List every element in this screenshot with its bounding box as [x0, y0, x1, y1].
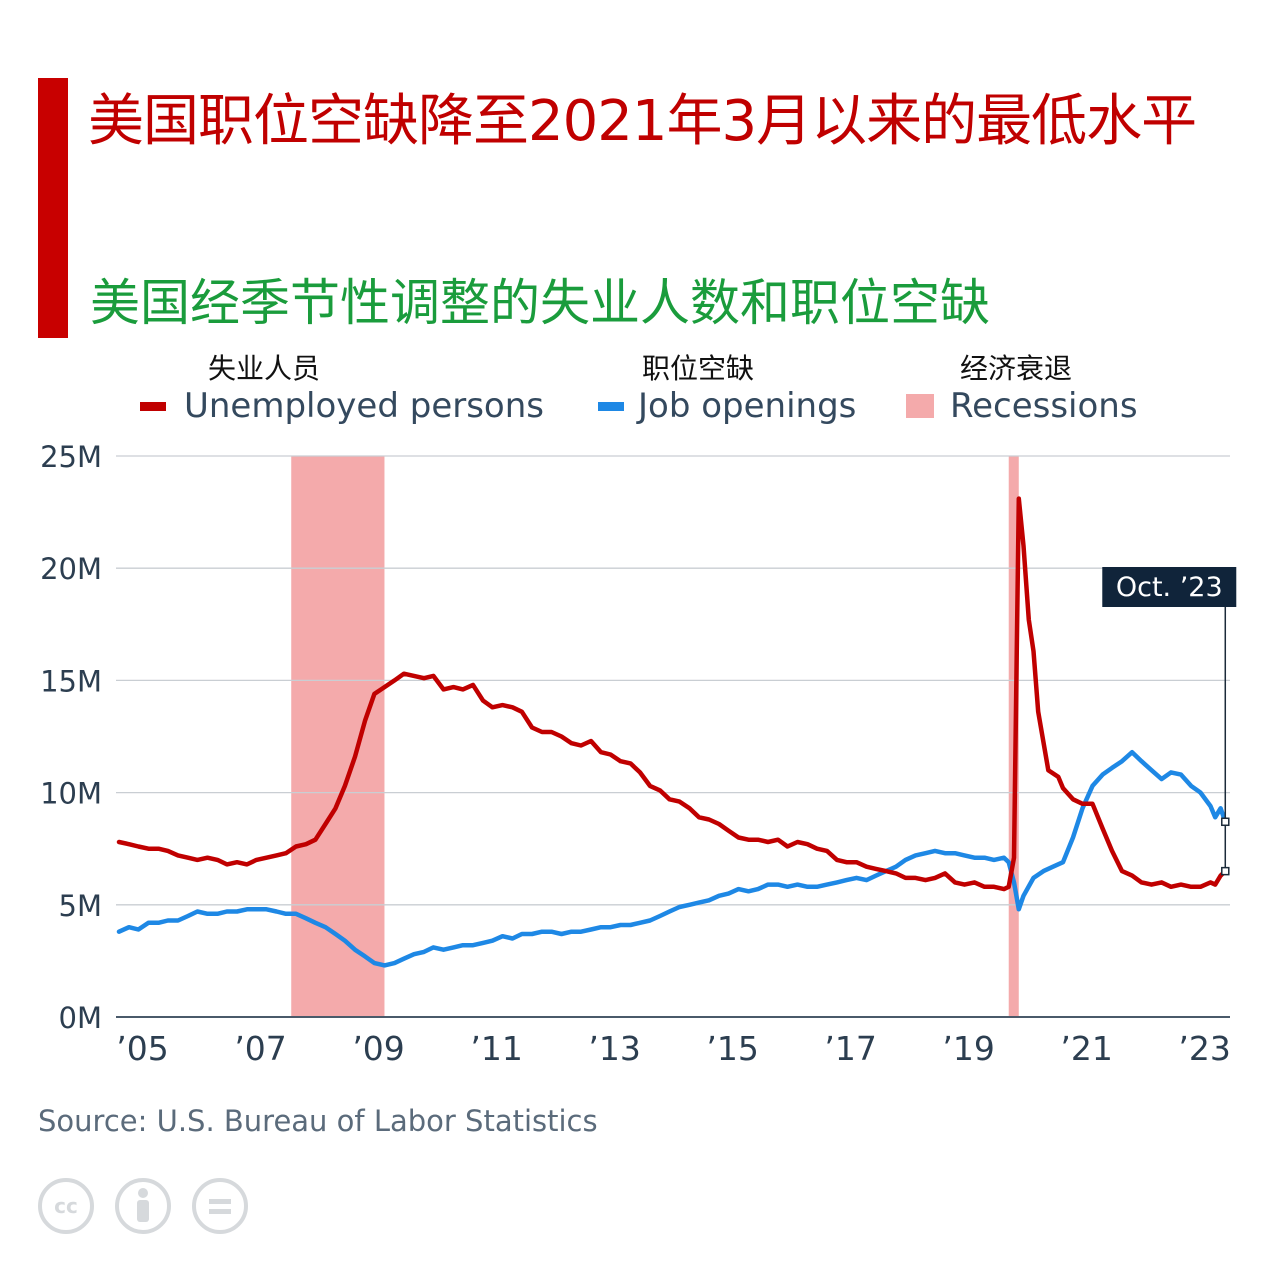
nd-icon[interactable]	[192, 1178, 248, 1234]
y-tick-label: 25M	[40, 440, 102, 474]
annotation-box	[1102, 567, 1237, 607]
chart-subtitle: 美国经季节性调整的失业人数和职位空缺	[90, 274, 990, 332]
y-tick-label: 20M	[40, 552, 102, 586]
legend-swatch-unemployed	[140, 402, 166, 411]
annotation-label: Oct. ’23	[1116, 572, 1223, 603]
y-axis-ticks: 25M 20M 15M 10M 5M 0M	[40, 440, 102, 1035]
y-tick-label: 10M	[40, 777, 102, 811]
legend-label-unemployed: Unemployed persons	[184, 386, 544, 426]
x-tick-label: ’09	[352, 1029, 404, 1068]
annotation: Oct. ’23	[1102, 567, 1237, 876]
person-icon	[137, 1188, 149, 1222]
x-tick-label: ’11	[470, 1029, 522, 1068]
series-line-unemployed	[116, 496, 1228, 892]
x-tick-label: ’05	[116, 1029, 168, 1068]
legend-cn-label-recessions: 经济衰退	[960, 352, 1073, 385]
x-tick-label: ’23	[1178, 1029, 1230, 1068]
recession-band-1	[291, 456, 385, 1017]
by-icon[interactable]	[115, 1178, 171, 1234]
y-tick-label: 0M	[59, 1001, 102, 1035]
line-chart: 25M 20M 15M 10M 5M 0M ’05 ’07 ’09 ’11 ’13 ’15 ’17 ’1…	[40, 440, 1237, 1068]
legend-swatch-recessions	[906, 394, 934, 418]
y-tick-label: 5M	[59, 889, 102, 923]
legend-label-job-openings: Job openings	[638, 386, 857, 426]
legend-cn-label-unemployed: 失业人员	[208, 352, 321, 385]
x-tick-label: ’15	[706, 1029, 758, 1068]
legend: Unemployed persons Job openings Recessio…	[0, 384, 1280, 428]
chart-title: 美国职位空缺降至2021年3月以来的最低水平	[88, 89, 1197, 154]
source-note: Source: U.S. Bureau of Labor Statistics	[38, 1104, 598, 1138]
y-tick-label: 15M	[40, 664, 102, 698]
legend-cn-label-job-openings: 职位空缺	[642, 352, 755, 385]
x-axis-ticks: ’05 ’07 ’09 ’11 ’13 ’15 ’17 ’19 ’21 ’23	[116, 1029, 1231, 1068]
equals-icon	[209, 1199, 231, 1214]
series-lines	[116, 496, 1228, 968]
annotation-marker	[1221, 866, 1230, 876]
recession-bands	[291, 456, 1019, 1017]
legend-swatch-job-openings	[598, 402, 624, 411]
x-tick-label: ’13	[588, 1029, 640, 1068]
x-tick-label: ’21	[1060, 1029, 1112, 1068]
title-accent-bar	[38, 78, 68, 338]
series-line-job-openings	[116, 749, 1228, 968]
cc-icon[interactable]: cc	[38, 1178, 94, 1234]
x-tick-label: ’19	[942, 1029, 994, 1068]
gridlines	[116, 455, 1230, 1018]
annotation-marker	[1221, 817, 1230, 827]
legend-label-recessions: Recessions	[950, 386, 1138, 426]
x-tick-label: ’17	[824, 1029, 876, 1068]
x-tick-label: ’07	[234, 1029, 286, 1068]
